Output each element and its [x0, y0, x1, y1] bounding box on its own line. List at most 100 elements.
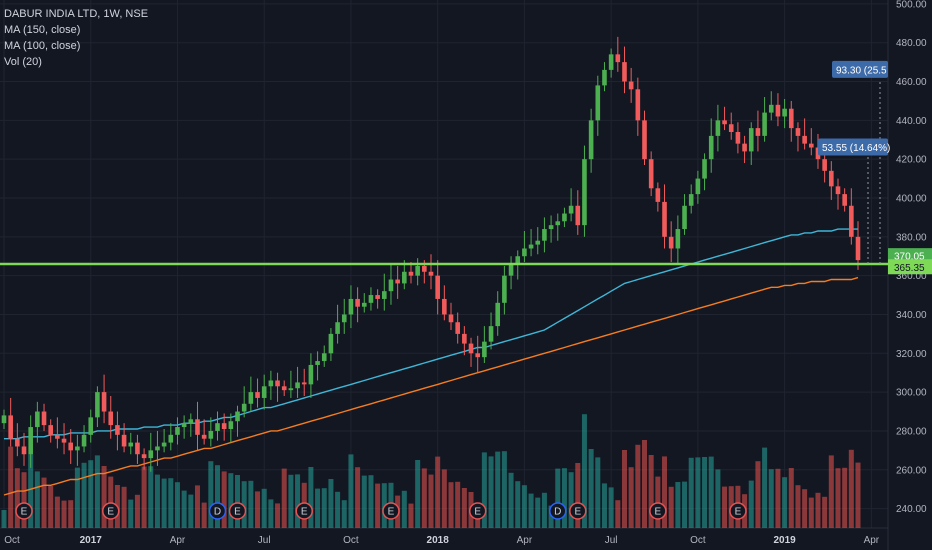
- candle-body: [295, 382, 300, 389]
- candle-body: [788, 108, 794, 129]
- candle: [508, 256, 514, 290]
- earnings-marker[interactable]: E: [102, 502, 120, 520]
- volume-bar: [141, 466, 147, 528]
- candle: [628, 67, 634, 103]
- candle: [675, 215, 681, 264]
- earnings-marker[interactable]: E: [468, 502, 487, 520]
- volume-bar: [588, 449, 594, 528]
- candle-body: [148, 450, 154, 459]
- candle-body: [281, 386, 287, 391]
- candle: [855, 221, 861, 270]
- candle-body: [95, 392, 100, 418]
- candle-body: [361, 302, 367, 307]
- volume-bar: [28, 454, 34, 528]
- volume-bar: [508, 472, 514, 528]
- volume-bar: [134, 494, 140, 528]
- volume-bar: [308, 467, 314, 528]
- candle-body: [662, 201, 667, 237]
- volume-bar: [215, 465, 220, 528]
- volume-bar: [228, 473, 234, 528]
- earnings-marker[interactable]: E: [295, 502, 313, 520]
- candle: [235, 405, 240, 437]
- candle-body: [375, 295, 380, 299]
- earnings-marker[interactable]: E: [382, 502, 400, 520]
- volume-bar: [715, 469, 721, 528]
- earnings-marker[interactable]: E: [15, 502, 33, 520]
- volume-bar: [635, 444, 641, 528]
- volume-bar: [268, 499, 274, 528]
- measure-label-text: 93.30 (25.5: [836, 65, 887, 76]
- candle: [468, 337, 474, 367]
- legend-ma100[interactable]: MA (100, close): [4, 40, 81, 52]
- candle: [395, 265, 400, 299]
- candle-body: [301, 382, 307, 385]
- candle-body: [135, 442, 140, 455]
- volume-bar: [855, 462, 861, 528]
- candle: [802, 118, 807, 150]
- y-tick-label: 400.00: [896, 194, 927, 205]
- volume-bar: [541, 492, 547, 528]
- volume-bar: [802, 489, 808, 528]
- candle: [195, 401, 200, 451]
- candle: [488, 312, 494, 350]
- candle-body: [128, 442, 134, 447]
- earnings-marker[interactable]: E: [228, 502, 247, 520]
- candle: [842, 188, 847, 212]
- candle-body: [608, 54, 614, 70]
- chart-legend: DABUR INDIA LTD, 1W, NSE MA (150, close)…: [4, 6, 148, 70]
- candle: [608, 48, 614, 78]
- x-tick-label: Apr: [517, 535, 533, 546]
- candle: [255, 378, 260, 408]
- volume-bar: [154, 474, 160, 528]
- candle-body: [615, 54, 621, 63]
- candle: [335, 304, 340, 344]
- candle: [375, 289, 380, 309]
- volume-bar: [161, 478, 167, 528]
- earnings-marker[interactable]: E: [569, 502, 587, 520]
- earnings-marker[interactable]: E: [649, 502, 667, 520]
- legend-vol[interactable]: Vol (20): [4, 56, 42, 68]
- marker-ring: [649, 502, 667, 520]
- volume-bar: [615, 500, 621, 528]
- marker-label: E: [574, 507, 581, 518]
- candle: [548, 215, 554, 243]
- candle-body: [755, 128, 761, 136]
- candle-body: [381, 291, 387, 299]
- marker-ring: [382, 502, 400, 520]
- legend-ma150[interactable]: MA (150, close): [4, 24, 81, 36]
- y-tick-label: 360.00: [896, 271, 927, 282]
- candle: [381, 273, 387, 311]
- y-tick-label: 440.00: [896, 116, 927, 127]
- candle: [708, 118, 714, 173]
- candle: [715, 104, 721, 152]
- volume-bar: [682, 481, 688, 528]
- volume-bar: [74, 467, 80, 528]
- candle: [48, 419, 54, 443]
- volume-bar: [708, 456, 714, 528]
- volume-bar: [568, 472, 574, 528]
- candle: [542, 217, 547, 253]
- candle: [141, 448, 147, 470]
- candle-body: [588, 120, 594, 160]
- volume-bar: [208, 461, 214, 528]
- dividend-marker[interactable]: D: [549, 502, 567, 520]
- earnings-marker[interactable]: E: [729, 502, 747, 520]
- dividend-marker[interactable]: D: [208, 502, 227, 520]
- candle: [668, 221, 674, 263]
- volume-bar: [194, 485, 200, 528]
- candle-body: [48, 425, 54, 435]
- candle-body: [448, 314, 454, 323]
- volume-bar: [595, 457, 601, 528]
- candle-body: [542, 229, 547, 241]
- candle-body: [522, 248, 527, 257]
- x-tick-label: 2019: [773, 535, 796, 546]
- candle-body: [562, 213, 567, 222]
- candle: [95, 386, 100, 428]
- candle-body: [1, 415, 7, 424]
- volume-bar: [621, 450, 627, 528]
- volume-bar: [561, 468, 567, 528]
- volume-bar: [201, 502, 207, 528]
- candle-body: [462, 333, 467, 344]
- volume-bar: [628, 467, 634, 528]
